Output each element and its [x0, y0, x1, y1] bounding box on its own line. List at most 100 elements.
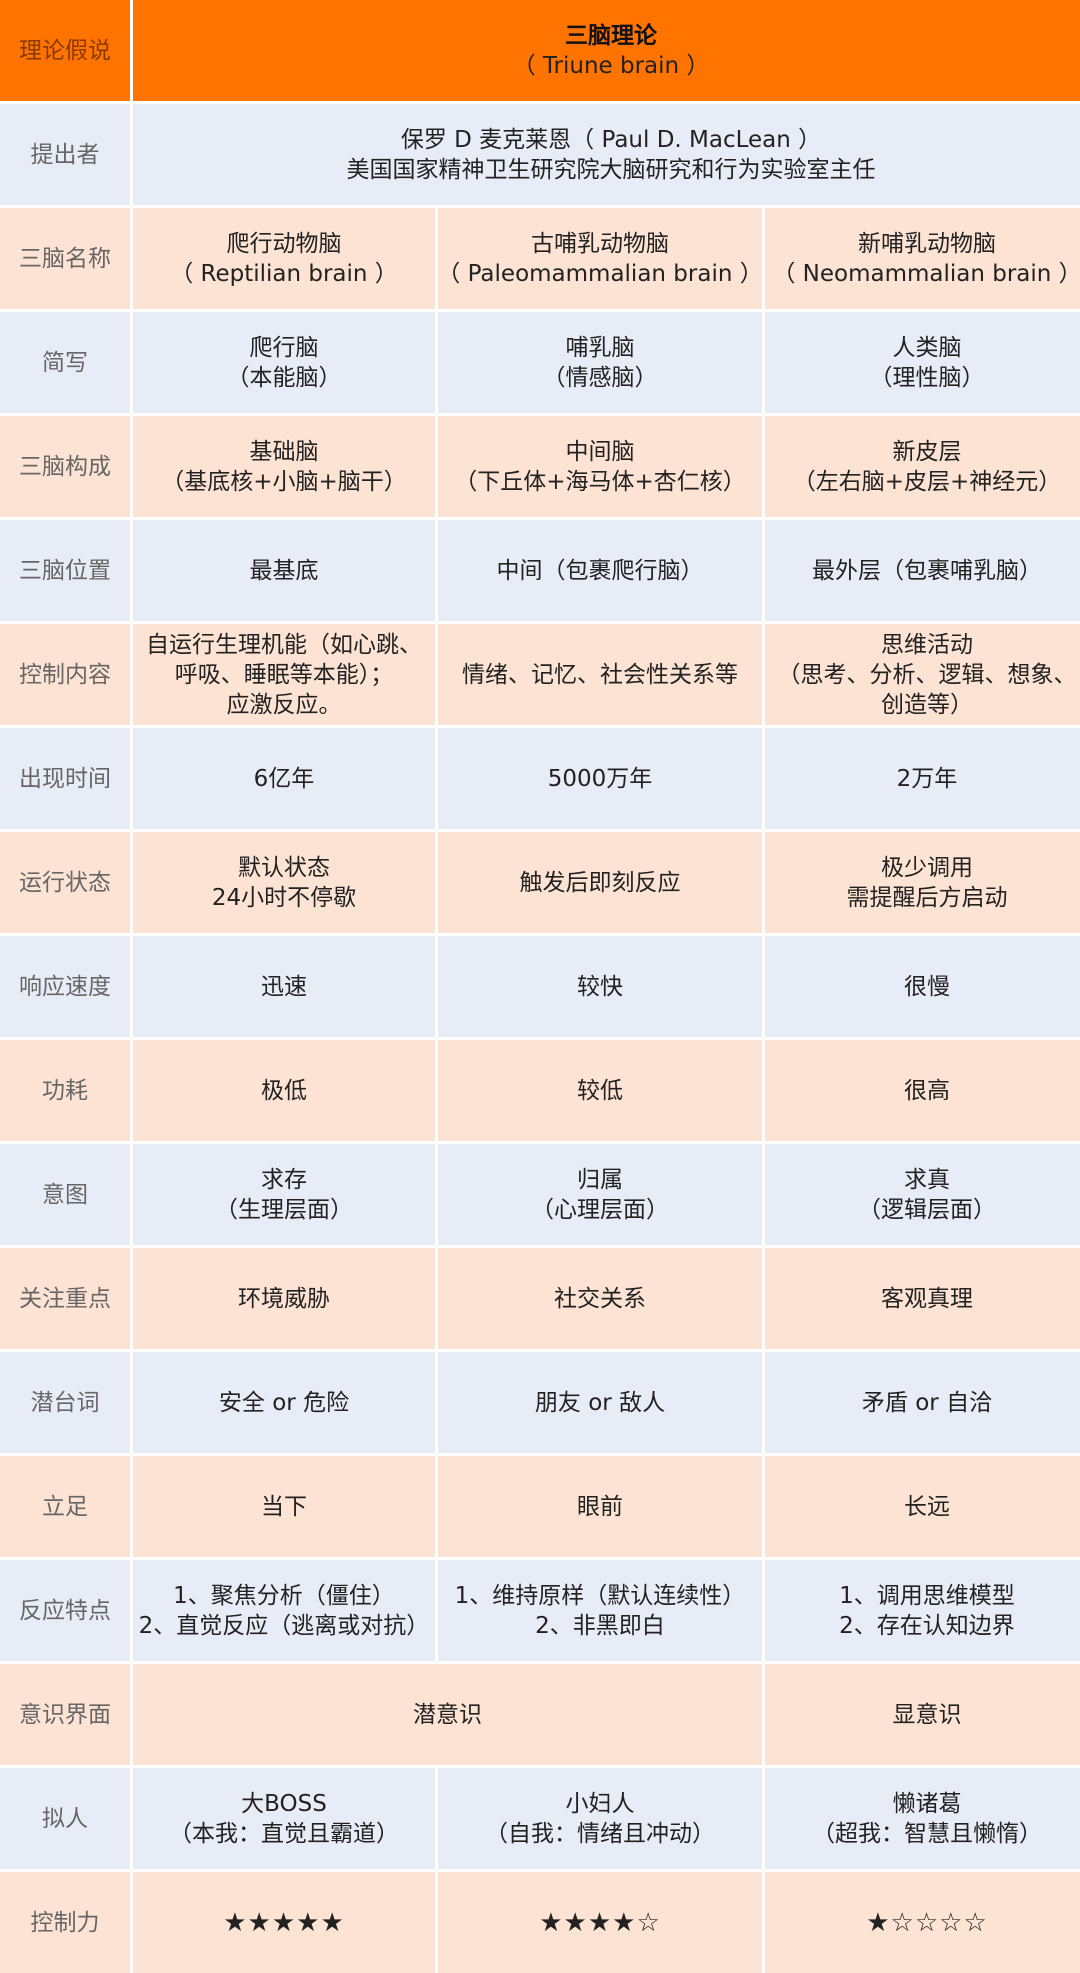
row-label-cell: 三脑位置 — [0, 520, 130, 621]
header-label-cell: 理论假说 — [0, 0, 130, 101]
cell-text: 24小时不停歇 — [211, 884, 357, 911]
table-cell: 当下 — [133, 1456, 435, 1557]
row-label: 关注重点 — [19, 1285, 111, 1312]
cell-text: （下丘体+海马体+杏仁核） — [454, 468, 746, 495]
cell-text: （心理层面） — [531, 1196, 669, 1223]
cell-text: （生理层面） — [215, 1196, 353, 1223]
row-label-cell: 简写 — [0, 312, 130, 413]
cell-text: 需提醒后方启动 — [846, 884, 1008, 911]
table-cell: 人类脑 （理性脑） — [765, 312, 1080, 413]
cell-text: 显意识 — [892, 1701, 962, 1728]
cell-text: 长远 — [904, 1493, 950, 1520]
cell-text: 1、调用思维模型 — [839, 1582, 1015, 1609]
cell-text: 安全 or 危险 — [218, 1389, 350, 1416]
cell-text: 客观真理 — [881, 1285, 973, 1312]
cell-text: （逻辑层面） — [858, 1196, 996, 1223]
row-label: 控制内容 — [19, 661, 111, 688]
cell-text: （左右脑+皮层+神经元） — [792, 468, 1062, 495]
cell-text: （思考、分析、逻辑、想象、 — [777, 661, 1077, 688]
cell-text: 最外层（包裹哺乳脑） — [812, 557, 1042, 584]
cell-text: 求存 — [261, 1166, 307, 1193]
table-cell: 环境威胁 — [133, 1248, 435, 1349]
header-label: 理论假说 — [19, 37, 111, 64]
cell-text: 保罗 D 麦克莱恩（ Paul D. MacLean ） — [400, 126, 822, 153]
cell-text: 美国国家精神卫生研究院大脑研究和行为实验室主任 — [346, 156, 876, 183]
star-rating: ★☆☆☆☆ — [866, 1908, 988, 1938]
cell-text: （超我：智慧且懒惰） — [812, 1820, 1042, 1847]
table-cell: 矛盾 or 自洽 — [765, 1352, 1080, 1453]
table-cell: 懒诸葛 （超我：智慧且懒惰） — [765, 1768, 1080, 1869]
table-cell: 保罗 D 麦克莱恩（ Paul D. MacLean ） 美国国家精神卫生研究院大… — [133, 104, 1080, 205]
table-cell: 最外层（包裹哺乳脑） — [765, 520, 1080, 621]
table-cell: 最基底 — [133, 520, 435, 621]
row-label: 拟人 — [42, 1805, 88, 1832]
row-label-cell: 提出者 — [0, 104, 130, 205]
table-cell: 哺乳脑 （情感脑） — [438, 312, 762, 413]
table-cell: 思维活动 （思考、分析、逻辑、想象、 创造等） — [765, 624, 1080, 725]
header-title-cell: 三脑理论 （ Triune brain ） — [133, 0, 1080, 101]
cell-text: （基底核+小脑+脑干） — [161, 468, 407, 495]
cell-text: 较低 — [577, 1077, 623, 1104]
cell-text: 很慢 — [904, 973, 950, 1000]
table-cell: 社交关系 — [438, 1248, 762, 1349]
row-label-cell: 反应特点 — [0, 1560, 130, 1661]
filled-star-icon: ★ — [866, 1907, 891, 1938]
cell-text: 爬行动物脑 — [226, 230, 342, 257]
row-label-cell: 意图 — [0, 1144, 130, 1245]
row-label-cell: 拟人 — [0, 1768, 130, 1869]
cell-text: 思维活动 — [881, 631, 973, 658]
table-cell: 求存 （生理层面） — [133, 1144, 435, 1245]
cell-text: 迅速 — [261, 973, 307, 1000]
table-cell: 大BOSS （本我：直觉且霸道） — [133, 1768, 435, 1869]
filled-star-icon: ★ — [247, 1907, 272, 1938]
table-cell: 情绪、记忆、社会性关系等 — [438, 624, 762, 725]
table-cell: 1、聚焦分析（僵住） 2、直觉反应（逃离或对抗） — [133, 1560, 435, 1661]
row-label: 意识界面 — [19, 1701, 111, 1728]
table-cell: 很慢 — [765, 936, 1080, 1037]
cell-text: 中间脑 — [565, 438, 635, 465]
cell-text: 新哺乳动物脑 — [858, 230, 996, 257]
table-cell: 潜意识 — [133, 1664, 762, 1765]
table-cell: 小妇人 （自我：情绪且冲动） — [438, 1768, 762, 1869]
table-cell: 中间（包裹爬行脑） — [438, 520, 762, 621]
cell-text: 很高 — [904, 1077, 950, 1104]
table-cell: 新哺乳动物脑 （ Neomammalian brain ） — [765, 208, 1080, 309]
row-label-cell: 三脑名称 — [0, 208, 130, 309]
table-cell: 5000万年 — [438, 728, 762, 829]
cell-text: 2万年 — [896, 765, 958, 792]
cell-text: 爬行脑 — [249, 334, 319, 361]
cell-text: 哺乳脑 — [565, 334, 635, 361]
cell-text: 潜意识 — [413, 1701, 482, 1728]
filled-star-icon: ★ — [223, 1907, 248, 1938]
row-label: 控制力 — [30, 1909, 100, 1936]
row-label: 三脑构成 — [19, 453, 111, 480]
rating-cell: ★★★★★ — [133, 1872, 435, 1973]
cell-text: 创造等） — [881, 691, 973, 718]
filled-star-icon: ★ — [539, 1907, 564, 1938]
cell-text: 眼前 — [577, 1493, 623, 1520]
cell-text: 触发后即刻反应 — [519, 869, 681, 896]
table-subtitle: （ Triune brain ） — [512, 52, 710, 79]
cell-text: 极少调用 — [881, 854, 973, 881]
cell-text: 当下 — [261, 1493, 307, 1520]
table-cell: 较低 — [438, 1040, 762, 1141]
row-label-cell: 意识界面 — [0, 1664, 130, 1765]
table-cell: 眼前 — [438, 1456, 762, 1557]
row-label-cell: 出现时间 — [0, 728, 130, 829]
row-label: 三脑位置 — [19, 557, 111, 584]
star-rating: ★★★★☆ — [539, 1908, 661, 1938]
table-cell: 触发后即刻反应 — [438, 832, 762, 933]
row-label: 功耗 — [42, 1077, 88, 1104]
cell-text: 古哺乳动物脑 — [531, 230, 669, 257]
empty-star-icon: ☆ — [636, 1907, 661, 1938]
cell-text: （情感脑） — [542, 364, 658, 391]
table-cell: 求真 （逻辑层面） — [765, 1144, 1080, 1245]
row-label: 响应速度 — [19, 973, 111, 1000]
cell-text: 朋友 or 敌人 — [534, 1389, 666, 1416]
row-label-cell: 控制内容 — [0, 624, 130, 725]
table-cell: 自运行生理机能（如心跳、 呼吸、睡眠等本能）； 应激反应。 — [133, 624, 435, 725]
empty-star-icon: ☆ — [914, 1907, 940, 1938]
cell-text: 环境威胁 — [238, 1285, 330, 1312]
table-cell: 极少调用需提醒后方启动 — [765, 832, 1080, 933]
cell-text: 中间（包裹爬行脑） — [496, 557, 704, 584]
